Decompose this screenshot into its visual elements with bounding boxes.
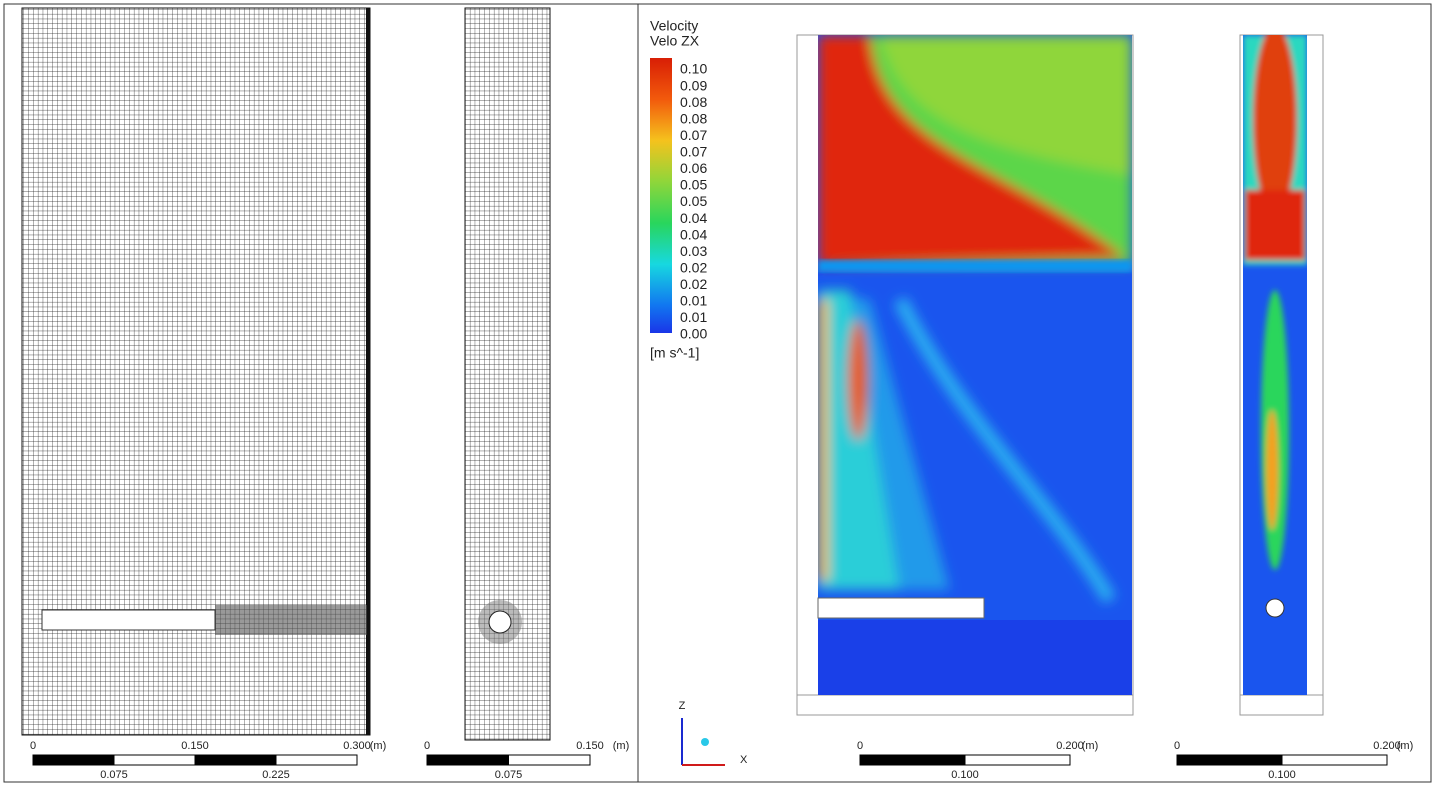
legend-label: 0.05	[680, 177, 707, 193]
pipe-section	[1265, 598, 1285, 618]
scale-segment	[964, 754, 1071, 766]
legend-label: 0.04	[680, 226, 707, 242]
scale-label: 0	[424, 740, 430, 752]
axis-label: Z	[679, 700, 686, 712]
frame	[3, 3, 1432, 783]
legend-label: 0.09	[680, 77, 707, 93]
scale-segment	[113, 754, 196, 766]
legend-label: 0.03	[680, 243, 707, 259]
pipe	[817, 597, 985, 619]
axis-label: X	[740, 754, 748, 766]
legend-variable: Velo ZX	[650, 33, 700, 49]
scale-segment	[859, 754, 966, 766]
legend-label: 0.07	[680, 127, 707, 143]
legend-title: Velocity	[650, 18, 698, 34]
scale-label: 0.100	[1268, 769, 1296, 781]
scale-label: 0.225	[262, 769, 290, 781]
legend-label: 0.08	[680, 94, 707, 110]
scale-label: 0.100	[951, 769, 979, 781]
pipe	[41, 609, 216, 631]
scale-segment	[426, 754, 509, 766]
scale-segment	[275, 754, 358, 766]
scale-label: 0.200	[1373, 740, 1401, 752]
contour-front	[1243, 35, 1307, 695]
scale-unit: (m)	[1082, 740, 1099, 752]
scale-segment	[194, 754, 277, 766]
scale-label: 0.300	[343, 740, 371, 752]
legend-label: 0.01	[680, 309, 707, 325]
legend-label: 0.02	[680, 259, 707, 275]
scale-unit: (m)	[1397, 740, 1414, 752]
legend-label: 0.08	[680, 110, 707, 126]
legend-label: 0.05	[680, 193, 707, 209]
scale-unit: (m)	[613, 740, 630, 752]
legend-label: 0.00	[680, 326, 707, 342]
legend-unit: [m s^-1]	[650, 345, 699, 361]
legend-label: 0.04	[680, 210, 707, 226]
scale-unit: (m)	[370, 740, 387, 752]
pipe-section	[488, 610, 512, 634]
legend-label: 0.07	[680, 144, 707, 160]
contour-side	[818, 35, 1132, 695]
scale-label: 0.150	[181, 740, 209, 752]
scale-label: 0.075	[495, 769, 523, 781]
scale-segment	[32, 754, 115, 766]
mesh-refine	[215, 605, 367, 635]
mesh-wall	[366, 8, 370, 735]
legend-label: 0.02	[680, 276, 707, 292]
scale-label: 0	[30, 740, 36, 752]
legend-label: 0.10	[680, 61, 707, 77]
scale-label: 0.200	[1056, 740, 1084, 752]
y-axis	[701, 738, 709, 746]
legend-label: 0.01	[680, 293, 707, 309]
scale-label: 0.075	[100, 769, 128, 781]
scale-segment	[1176, 754, 1283, 766]
scale-label: 0	[857, 740, 863, 752]
scale-segment	[1281, 754, 1388, 766]
colorbar	[650, 58, 672, 333]
scale-segment	[508, 754, 591, 766]
scale-label: 0.150	[576, 740, 604, 752]
legend-label: 0.06	[680, 160, 707, 176]
scale-label: 0	[1174, 740, 1180, 752]
